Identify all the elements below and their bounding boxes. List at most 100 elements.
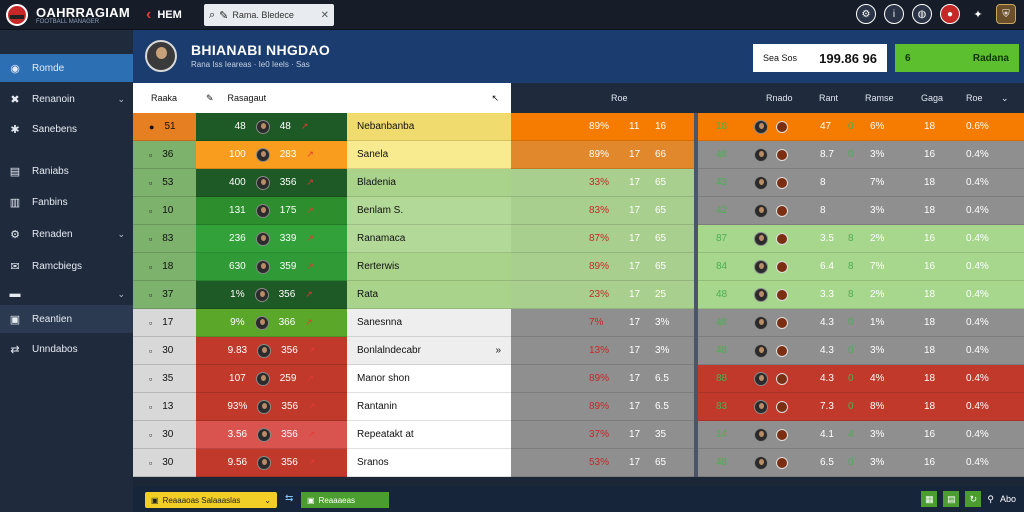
player-face-icon[interactable] bbox=[255, 119, 270, 134]
player-face-icon[interactable] bbox=[255, 371, 270, 386]
checkbox-icon[interactable]: ▫ bbox=[149, 177, 153, 188]
sidebar-item-6[interactable]: ⚙ Renaden ⌄ bbox=[0, 220, 133, 248]
clear-search-icon[interactable]: ✕ bbox=[320, 9, 329, 21]
player-face-icon[interactable] bbox=[257, 343, 272, 358]
player-name[interactable]: Sranos bbox=[357, 457, 389, 468]
player-face-icon[interactable] bbox=[754, 371, 768, 386]
player-name[interactable]: Rerterwis bbox=[357, 261, 400, 272]
col-dropdown-icon[interactable]: ⌄ bbox=[1001, 92, 1009, 103]
table-row[interactable]: ▫ 37 1% 356 ↗ Rata 23% 17 25 48 3.3 8 2% 18 0.4% bbox=[133, 281, 1024, 309]
grid-icon[interactable]: ▦ bbox=[921, 491, 938, 507]
player-face-icon[interactable] bbox=[255, 203, 270, 218]
player-face-icon[interactable] bbox=[754, 343, 768, 358]
checkbox-icon[interactable]: ▫ bbox=[149, 401, 153, 412]
player-name-cell[interactable]: Rantanin bbox=[347, 393, 511, 421]
col-name[interactable]: ✎ Rasagaut bbox=[196, 83, 347, 113]
player-face-icon[interactable] bbox=[754, 315, 768, 330]
status-dot-icon[interactable]: ● bbox=[149, 121, 155, 132]
sidebar-item-9[interactable]: ▣ Reantien bbox=[0, 305, 133, 333]
sidebar-item-3[interactable]: ✱ Sanebens bbox=[0, 115, 133, 143]
settings-icon[interactable]: ⚙ bbox=[856, 4, 876, 24]
link-icon[interactable]: ⇆ bbox=[285, 493, 294, 504]
checkbox-icon[interactable]: ▫ bbox=[149, 205, 153, 216]
expand-icon[interactable]: » bbox=[495, 345, 501, 356]
checkbox-icon[interactable]: ▫ bbox=[149, 429, 153, 440]
player-name-cell[interactable]: Nebanbanba bbox=[347, 113, 511, 141]
checkbox-icon[interactable]: ▫ bbox=[149, 317, 153, 328]
checkbox-icon[interactable]: ▫ bbox=[149, 373, 153, 384]
club-crest-icon[interactable]: ⛨ bbox=[996, 4, 1016, 24]
player-name[interactable]: Rata bbox=[357, 289, 379, 300]
refresh-icon[interactable]: ↻ bbox=[965, 491, 982, 507]
player-name-cell[interactable]: Sranos bbox=[347, 449, 511, 477]
player-name-cell[interactable]: Sanesnna bbox=[347, 309, 511, 337]
column-scrollbar[interactable] bbox=[694, 113, 698, 477]
player-name-cell[interactable]: Bladenia bbox=[347, 169, 511, 197]
table-row[interactable]: ▫ 30 3.56 356 ↗ Repeatakt at 37% 17 35 14 4.1 4 3% 16… bbox=[133, 421, 1024, 449]
player-face-icon[interactable] bbox=[754, 175, 768, 190]
player-face-icon[interactable] bbox=[257, 427, 272, 442]
sidebar-item-5[interactable]: ▥ Fanbins bbox=[0, 188, 133, 216]
green-status-button[interactable]: ▣ Reaaaeas bbox=[301, 492, 389, 508]
checkbox-icon[interactable]: ▫ bbox=[149, 457, 153, 468]
value-box[interactable]: Sea Sos 199.86 96 bbox=[753, 44, 887, 72]
col-c2[interactable]: Rnado bbox=[766, 93, 793, 103]
table-row[interactable]: ▫ 13 93% 356 ↗ Rantanin 89% 17 6.5 83 7.3 0 8% 18 0.4% bbox=[133, 393, 1024, 421]
player-face-icon[interactable] bbox=[754, 259, 768, 274]
table-row[interactable]: ▫ 30 9.83 356 ↗ Bonlalndecabr » 13% 17 3% 48 4.3 0 3%… bbox=[133, 337, 1024, 365]
sidebar-item-2[interactable]: ✖ Renanoin ⌄ bbox=[0, 85, 133, 113]
player-name[interactable]: Sanela bbox=[357, 149, 389, 160]
col-c1[interactable]: Roe bbox=[611, 93, 628, 103]
player-name-cell[interactable]: Ranamaca bbox=[347, 225, 511, 253]
player-name[interactable]: Manor shon bbox=[357, 373, 410, 384]
table-row[interactable]: ▫ 83 236 339 ↗ Ranamaca 87% 17 65 87 3.5 8 2% 16 0.4% bbox=[133, 225, 1024, 253]
player-face-icon[interactable] bbox=[754, 203, 768, 218]
table-row[interactable]: ▫ 18 630 359 ↗ Rerterwis 89% 17 65 84 6.4 8 7% 16 0.4% bbox=[133, 253, 1024, 281]
col-c3[interactable]: Rant bbox=[819, 93, 839, 103]
table-row[interactable]: ● 51 48 48 ↗ Nebanbanba 89% 11 16 18 47 0 6% 18 0.6% bbox=[133, 113, 1024, 141]
player-name[interactable]: Sanesnna bbox=[357, 317, 403, 328]
col-rank[interactable]: Raaka bbox=[133, 83, 196, 113]
player-face-icon[interactable] bbox=[257, 399, 272, 414]
player-name-cell[interactable]: Rata bbox=[347, 281, 511, 309]
player-name[interactable]: Ranamaca bbox=[357, 233, 406, 244]
yellow-status-button[interactable]: ▣ Reaaaoas Salaaaslas ⌄ bbox=[145, 492, 277, 508]
player-name-cell[interactable]: Repeatakt at bbox=[347, 421, 511, 449]
player-avatar[interactable] bbox=[145, 40, 177, 72]
checkbox-icon[interactable]: ▫ bbox=[149, 345, 153, 356]
table-row[interactable]: ▫ 17 9% 366 ↗ Sanesnna 7% 17 3% 48 4.3 0 1% 18 0.4% bbox=[133, 309, 1024, 337]
player-face-icon[interactable] bbox=[754, 287, 768, 302]
col-c4[interactable]: Ramse bbox=[865, 93, 894, 103]
player-face-icon[interactable] bbox=[254, 287, 269, 302]
info-icon[interactable]: i bbox=[884, 4, 904, 24]
col-sort[interactable]: ↖ bbox=[347, 83, 511, 113]
player-face-icon[interactable] bbox=[255, 231, 270, 246]
table-row[interactable]: ▫ 53 400 356 ↗ Bladenia 33% 17 65 43 8 7% 18 0.4% bbox=[133, 169, 1024, 197]
checkbox-icon[interactable]: ▫ bbox=[149, 289, 153, 300]
checkbox-icon[interactable]: ▫ bbox=[149, 233, 153, 244]
player-name[interactable]: Bonlalndecabr bbox=[357, 345, 421, 356]
player-name-cell[interactable]: Bonlalndecabr » bbox=[347, 337, 511, 365]
action-button[interactable]: 6 Radana bbox=[895, 44, 1019, 72]
flag-icon[interactable]: ● bbox=[940, 4, 960, 24]
player-face-icon[interactable] bbox=[754, 399, 768, 414]
sidebar-item-10[interactable]: ⇄ Unndabos bbox=[0, 335, 133, 363]
sidebar-item-8[interactable]: ▬ ⌄ bbox=[0, 280, 133, 308]
player-face-icon[interactable] bbox=[255, 147, 270, 162]
player-name-cell[interactable]: Sanela bbox=[347, 141, 511, 169]
sidebar-item-4[interactable]: ▤ Raniabs bbox=[0, 157, 133, 185]
player-name[interactable]: Rantanin bbox=[357, 401, 398, 412]
col-c5[interactable]: Gaga bbox=[921, 93, 944, 103]
player-face-icon[interactable] bbox=[254, 315, 269, 330]
table-row[interactable]: ▫ 36 100 283 ↗ Sanela 89% 17 66 48 8.7 0 3% 16 0.4% bbox=[133, 141, 1024, 169]
player-face-icon[interactable] bbox=[754, 119, 768, 134]
list-view-icon[interactable]: ▤ bbox=[943, 491, 960, 507]
player-face-icon[interactable] bbox=[754, 231, 768, 246]
table-row[interactable]: ▫ 10 131 175 ↗ Benlam S. 83% 17 65 42 8 3% 18 0.4% bbox=[133, 197, 1024, 225]
player-name-cell[interactable]: Benlam S. bbox=[347, 197, 511, 225]
player-name[interactable]: Repeatakt at bbox=[357, 429, 414, 440]
globe-icon[interactable]: ◍ bbox=[912, 4, 932, 24]
player-name[interactable]: Nebanbanba bbox=[357, 121, 415, 132]
sidebar-item-1[interactable]: ◉ Romde bbox=[0, 54, 133, 82]
player-name[interactable]: Benlam S. bbox=[357, 205, 404, 216]
